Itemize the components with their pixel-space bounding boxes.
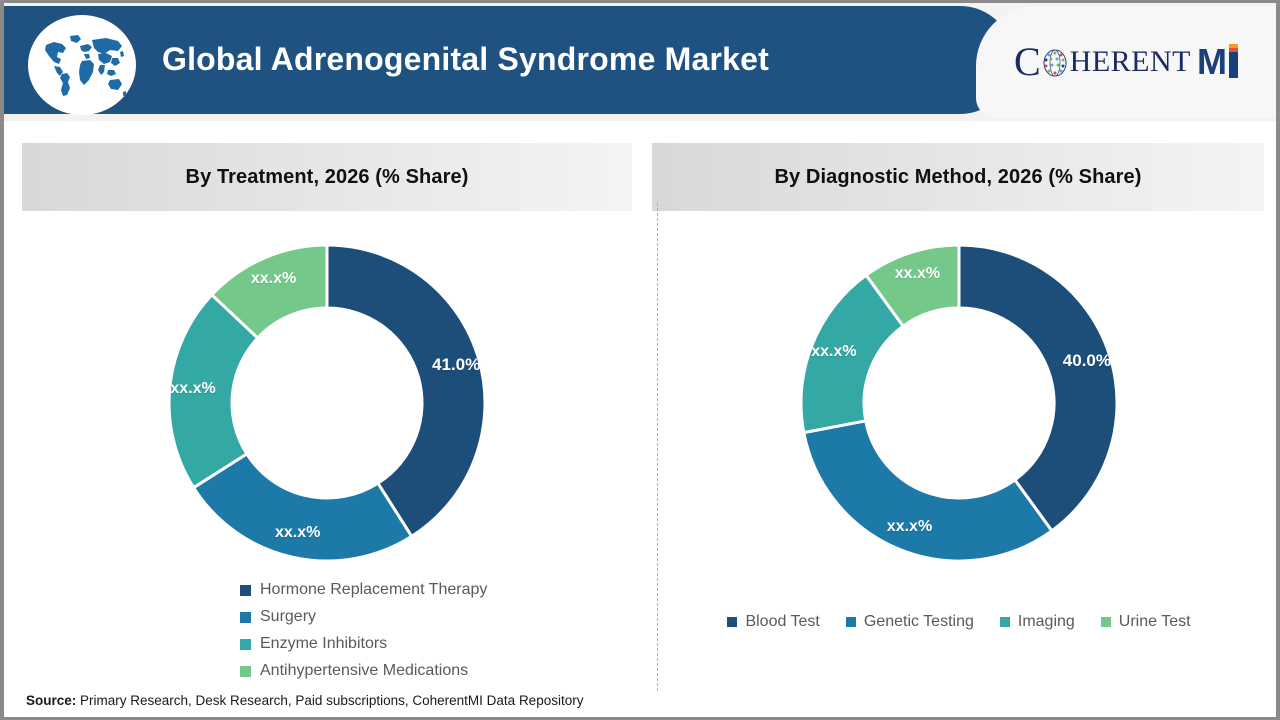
legend-swatch-icon	[240, 638, 251, 650]
legend-swatch-icon	[240, 584, 251, 596]
page-title: Global Adrenogenital Syndrome Market	[162, 41, 770, 77]
legend-treatment-item[interactable]: Antihypertensive Medications	[240, 662, 487, 680]
panel-right-title-text: By Diagnostic Method, 2026 (% Share)	[774, 165, 1142, 188]
panel-divider	[657, 203, 658, 691]
legend-swatch-icon	[1100, 617, 1111, 627]
legend-label: Antihypertensive Medications	[260, 662, 469, 679]
donut-slice-label: xx.x%	[886, 518, 933, 536]
panel-title-diagnostic: By Diagnostic Method, 2026 (% Share)	[652, 143, 1264, 211]
donut-slice-label: xx.x%	[811, 343, 857, 361]
donut-slice	[191, 451, 414, 563]
legend-treatment-item[interactable]: Surgery	[240, 608, 487, 626]
legend-diagnostic: Blood Test Genetic Testing Imaging Urine Te…	[654, 613, 1264, 631]
legend-diagnostic-item[interactable]: Imaging	[999, 613, 1075, 631]
panel-left-title-text: By Treatment, 2026 (% Share)	[185, 165, 469, 188]
donut-slice	[864, 243, 961, 329]
donut-slice	[802, 419, 1054, 563]
legend-swatch-icon	[999, 617, 1010, 627]
legend-swatch-icon	[240, 611, 251, 623]
donut-svg-treatment	[167, 243, 487, 563]
donut-slice	[209, 243, 329, 341]
donut-slice	[325, 243, 487, 539]
legend-diagnostic-item[interactable]: Blood Test	[727, 613, 820, 631]
legend-treatment-item[interactable]: Enzyme Inhibitors	[240, 635, 487, 653]
coherentmi-logo: C	[976, 6, 1276, 118]
donut-svg-diagnostic	[799, 243, 1119, 563]
legend-label: Enzyme Inhibitors	[260, 635, 388, 652]
logo-letter-i-bars	[1229, 44, 1238, 78]
donut-slice-label: xx.x%	[894, 265, 941, 283]
legend-diagnostic-item[interactable]: Urine Test	[1100, 613, 1191, 631]
logo-wordmark: C	[1014, 42, 1238, 82]
legend-label: Imaging	[1017, 613, 1075, 630]
source-note: Source: Primary Research, Desk Research,…	[26, 693, 583, 708]
donut-slice	[957, 243, 1119, 533]
donut-chart-diagnostic: 40.0% xx.x% xx.x% xx.x%	[654, 233, 1264, 593]
donut-slice-label: xx.x%	[250, 269, 297, 287]
logo-letter-c: C	[1013, 39, 1041, 84]
logo-letter-m: M	[1197, 41, 1227, 82]
legend-swatch-icon	[727, 617, 738, 627]
source-label: Source:	[26, 693, 77, 708]
panel-title-treatment: By Treatment, 2026 (% Share)	[22, 143, 632, 211]
donut-slice-label: 41.0%	[432, 355, 481, 375]
source-text: Primary Research, Desk Research, Paid su…	[76, 693, 584, 708]
header-blue-band	[4, 6, 1014, 114]
legend-label: Genetic Testing	[863, 613, 974, 630]
logo-text-herent: HERENT	[1069, 45, 1191, 78]
donut-slice-label: 40.0%	[1062, 351, 1112, 371]
legend-swatch-icon	[845, 617, 856, 627]
legend-label: Blood Test	[745, 613, 820, 630]
logo-text-mi: M	[1197, 44, 1238, 80]
legend-treatment: Hormone Replacement Therapy Surgery Enzyme…	[240, 581, 487, 680]
donut-chart-treatment: 41.0% xx.x% xx.x% xx.x%	[22, 233, 632, 593]
legend-treatment-item[interactable]: Hormone Replacement Therapy	[240, 581, 487, 599]
legend-diagnostic-item[interactable]: Genetic Testing	[845, 613, 974, 631]
donut-slice-label: xx.x%	[170, 380, 216, 398]
legend-swatch-icon	[240, 665, 251, 677]
globe-world-map-icon	[28, 15, 136, 115]
header-bar: Global Adrenogenital Syndrome Market C	[4, 3, 1276, 121]
donut-slice-label: xx.x%	[274, 524, 321, 542]
dotted-globe-icon	[1042, 48, 1068, 78]
legend-label: Urine Test	[1118, 613, 1191, 630]
legend-label: Surgery	[260, 608, 317, 625]
legend-label: Hormone Replacement Therapy	[260, 581, 488, 598]
